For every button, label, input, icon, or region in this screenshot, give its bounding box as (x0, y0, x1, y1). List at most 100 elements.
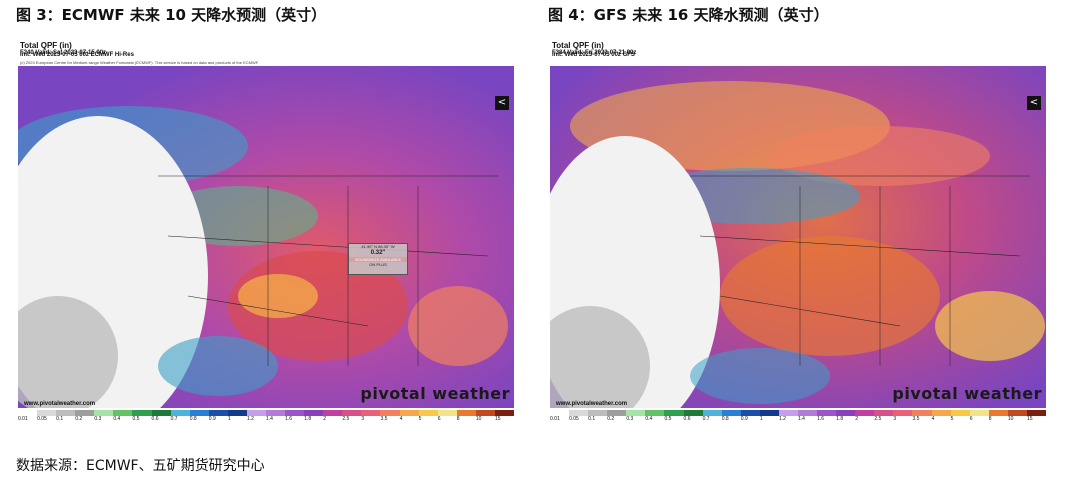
scale-bar (550, 410, 1047, 416)
ecmwf-precip-map[interactable]: < 41.90° N 86.30° W 0.32" SOUNDINGS AVAI… (18, 66, 514, 408)
scale-swatch (626, 410, 646, 416)
scale-label: 1.6 (817, 416, 825, 422)
panel-heading: Total QPF (in) (20, 41, 72, 50)
gfs-panel: Total QPF (in) F384 Valid: Fri 2023-07-2… (548, 38, 1048, 430)
figure-4-title: 图 4：GFS 未来 16 天降水预测（英寸） (548, 6, 829, 24)
scale-label: 3 (893, 416, 897, 422)
scale-label: 1.8 (304, 416, 312, 422)
scale-label: 6 (437, 416, 441, 422)
scale-label: 1 (227, 416, 231, 422)
brand-logo: pivotal weather (360, 384, 510, 403)
scale-label: 0.1 (588, 416, 596, 422)
scale-label: 0.2 (607, 416, 615, 422)
scale-swatch (151, 410, 171, 416)
site-url: www.pivotalweather.com (24, 401, 96, 407)
scale-swatch (969, 410, 989, 416)
scale-label: 0.5 (664, 416, 672, 422)
scale-label: 15 (494, 416, 501, 422)
scale-label: 0.1 (56, 416, 64, 422)
color-scale: 0.01 0.05 0.1 0.2 0.3 0.4 0.5 0.6 0.7 0.8 0.9 1 1.2 1… (18, 410, 515, 428)
scale-ticks: 0.01 0.05 0.1 0.2 0.3 0.4 0.5 0.6 0.7 0.8 0.9 1 1.2 1… (18, 416, 514, 426)
scale-swatch (304, 410, 324, 416)
scale-label: 0.4 (113, 416, 121, 422)
probe-value: 0.32" (370, 250, 386, 256)
ecmwf-map-graphic (18, 66, 514, 408)
scale-swatch (266, 410, 286, 416)
scale-swatch (94, 410, 114, 416)
scale-label: 8 (988, 416, 992, 422)
scale-label: 2.5 (874, 416, 882, 422)
scale-swatch (113, 410, 133, 416)
scale-swatch (1026, 410, 1047, 416)
probe-note-2: ON PLUS (369, 262, 387, 267)
scale-label: 2.5 (342, 416, 350, 422)
scale-swatch (285, 410, 305, 416)
scale-swatch (588, 410, 608, 416)
scale-swatch (323, 410, 343, 416)
scale-swatch (798, 410, 818, 416)
scale-label: 8 (456, 416, 460, 422)
scale-swatch (950, 410, 970, 416)
scale-label: 1 (759, 416, 763, 422)
scale-swatch (569, 410, 589, 416)
scale-swatch (437, 410, 457, 416)
scale-swatch (418, 410, 438, 416)
probe-note: SOUNDINGS AVAILABLE (349, 257, 407, 262)
ecmwf-panel: Total QPF (in) F240 Valid: Sat 2023-07-1… (16, 38, 516, 430)
scale-label: 1.2 (778, 416, 786, 422)
scale-swatch (855, 410, 875, 416)
panel-heading: Total QPF (in) (552, 41, 604, 50)
scale-label: 10 (475, 416, 482, 422)
scale-label: 0.7 (170, 416, 178, 422)
scale-swatch (170, 410, 190, 416)
scale-swatch (988, 410, 1008, 416)
init-time: Init: Wed 2023-07-05 00z GFS (552, 52, 635, 58)
gfs-precip-map[interactable]: < (550, 66, 1046, 408)
scale-label: 0.6 (151, 416, 159, 422)
gfs-map-graphic (550, 66, 1046, 408)
scale-label: 0.3 (94, 416, 102, 422)
share-icon[interactable]: < (1027, 96, 1041, 110)
scale-ticks: 0.01 0.05 0.1 0.2 0.3 0.4 0.5 0.6 0.7 0.8 0.9 1 1.2 1… (550, 416, 1046, 426)
site-url: www.pivotalweather.com (556, 401, 628, 407)
scale-label: 0.9 (208, 416, 216, 422)
scale-swatch (132, 410, 152, 416)
scale-label: 3 (361, 416, 365, 422)
scale-label: 0.9 (740, 416, 748, 422)
scale-swatch (607, 410, 627, 416)
valid-time: F240 Valid: Sat 2023-07-15 00z (20, 50, 107, 56)
scale-swatch (361, 410, 381, 416)
scale-swatch (721, 410, 741, 416)
scale-swatch (227, 410, 247, 416)
scale-label: 1.6 (285, 416, 293, 422)
point-readout: 41.90° N 86.30° W 0.32" SOUNDINGS AVAILA… (348, 243, 408, 275)
scale-label: 1.2 (246, 416, 254, 422)
scale-swatch (664, 410, 684, 416)
init-time: Init: Wed 2023-07-05 00z ECMWF Hi-Res (20, 52, 134, 58)
figure-3-title: 图 3：ECMWF 未来 10 天降水预测（英寸） (16, 6, 327, 24)
scale-swatch (550, 410, 570, 416)
scale-label: 2 (855, 416, 859, 422)
scale-label: 0.6 (683, 416, 691, 422)
scale-swatch (475, 410, 495, 416)
scale-label: 0.05 (37, 416, 47, 422)
scale-swatch (931, 410, 951, 416)
share-icon[interactable]: < (495, 96, 509, 110)
scale-swatch (893, 410, 913, 416)
scale-label: 3.5 (380, 416, 388, 422)
scale-label: 0.8 (721, 416, 729, 422)
scale-swatch (246, 410, 267, 416)
scale-swatch (778, 410, 799, 416)
scale-swatch (494, 410, 515, 416)
scale-label: 5 (418, 416, 422, 422)
scale-swatch (817, 410, 837, 416)
scale-swatch (683, 410, 703, 416)
scale-swatch (740, 410, 760, 416)
scale-label: 0.7 (702, 416, 710, 422)
scale-swatch (456, 410, 476, 416)
scale-label: 5 (950, 416, 954, 422)
scale-label: 1.4 (798, 416, 805, 422)
scale-swatch (37, 410, 57, 416)
scale-swatch (18, 410, 38, 416)
scale-swatch (56, 410, 76, 416)
